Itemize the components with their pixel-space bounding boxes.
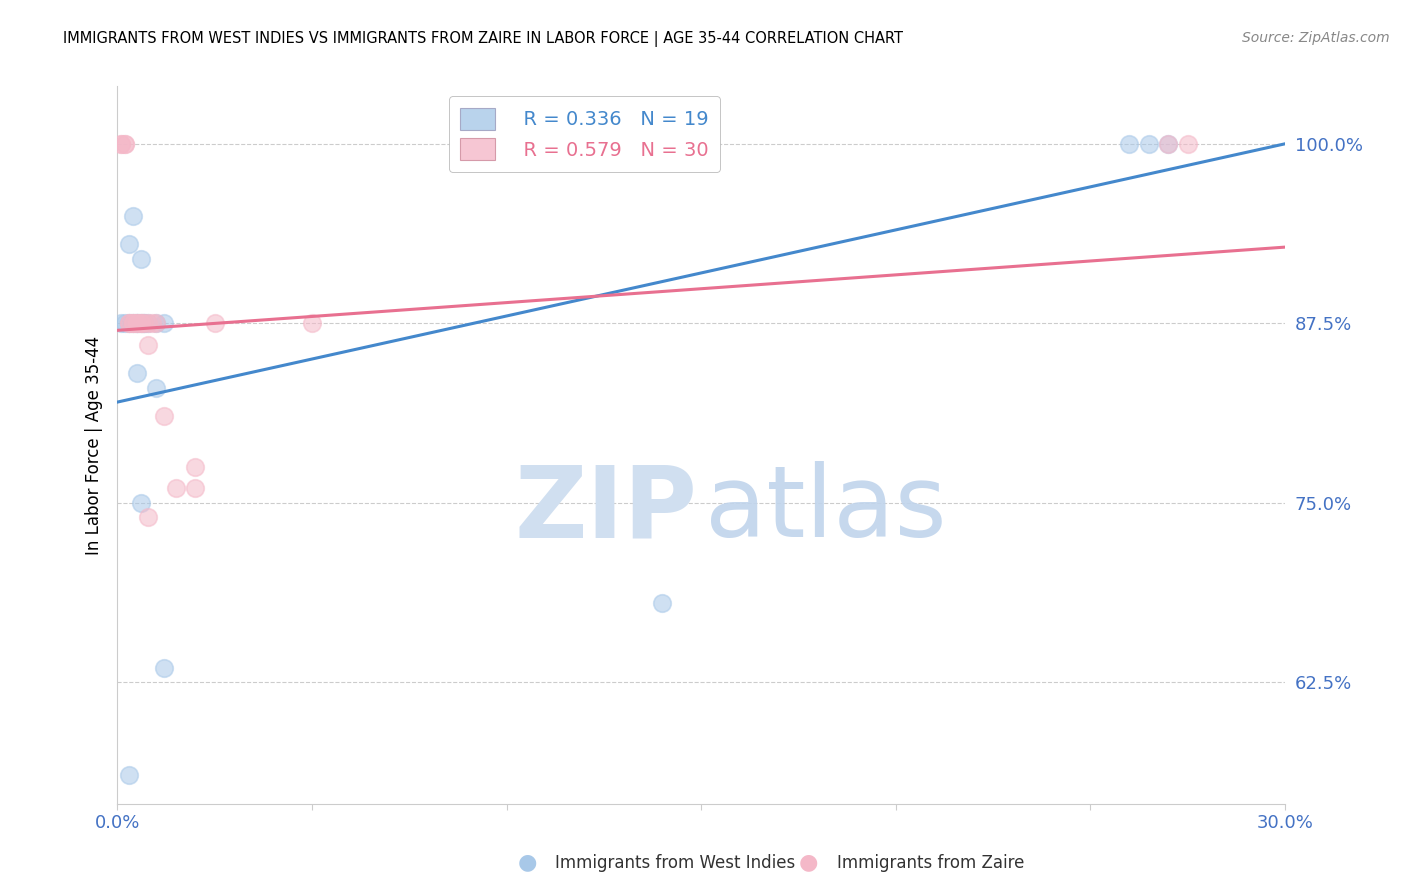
Point	[138, 316, 160, 330]
Point	[114, 136, 136, 151]
Point	[118, 237, 141, 252]
Point	[121, 316, 143, 330]
Point	[118, 316, 141, 330]
Point	[110, 136, 132, 151]
Text: Immigrants from West Indies: Immigrants from West Indies	[555, 855, 796, 872]
Point	[301, 316, 323, 330]
Point	[129, 316, 152, 330]
Point	[134, 316, 156, 330]
Point	[153, 660, 176, 674]
Point	[125, 316, 148, 330]
Point	[1157, 136, 1180, 151]
Point	[118, 316, 141, 330]
Point	[129, 316, 152, 330]
Point	[153, 409, 176, 424]
Text: ●: ●	[517, 853, 537, 872]
Point	[125, 316, 148, 330]
Legend:   R = 0.336   N = 19,   R = 0.579   N = 30: R = 0.336 N = 19, R = 0.579 N = 30	[449, 96, 720, 172]
Point	[125, 316, 148, 330]
Point	[125, 316, 148, 330]
Text: Immigrants from Zaire: Immigrants from Zaire	[837, 855, 1024, 872]
Text: Source: ZipAtlas.com: Source: ZipAtlas.com	[1241, 31, 1389, 45]
Point	[129, 495, 152, 509]
Point	[121, 316, 143, 330]
Point	[129, 252, 152, 266]
Y-axis label: In Labor Force | Age 35-44: In Labor Force | Age 35-44	[86, 335, 103, 555]
Point	[184, 459, 207, 474]
Point	[1137, 136, 1160, 151]
Point	[138, 337, 160, 351]
Point	[118, 768, 141, 782]
Point	[165, 481, 187, 495]
Point	[110, 316, 132, 330]
Point	[138, 510, 160, 524]
Point	[153, 316, 176, 330]
Point	[114, 136, 136, 151]
Text: ZIP: ZIP	[515, 461, 697, 558]
Point	[121, 316, 143, 330]
Point	[134, 316, 156, 330]
Point	[141, 316, 163, 330]
Point	[184, 481, 207, 495]
Point	[145, 381, 167, 395]
Point	[1118, 136, 1140, 151]
Text: ●: ●	[799, 853, 818, 872]
Point	[145, 316, 167, 330]
Point	[145, 316, 167, 330]
Point	[204, 316, 226, 330]
Point	[129, 316, 152, 330]
Point	[1157, 136, 1180, 151]
Point	[118, 316, 141, 330]
Point	[134, 316, 156, 330]
Text: IMMIGRANTS FROM WEST INDIES VS IMMIGRANTS FROM ZAIRE IN LABOR FORCE | AGE 35-44 : IMMIGRANTS FROM WEST INDIES VS IMMIGRANT…	[63, 31, 903, 47]
Point	[651, 596, 673, 610]
Point	[1177, 136, 1199, 151]
Point	[114, 316, 136, 330]
Point	[121, 209, 143, 223]
Point	[110, 136, 132, 151]
Point	[125, 367, 148, 381]
Point	[138, 316, 160, 330]
Text: atlas: atlas	[704, 461, 946, 558]
